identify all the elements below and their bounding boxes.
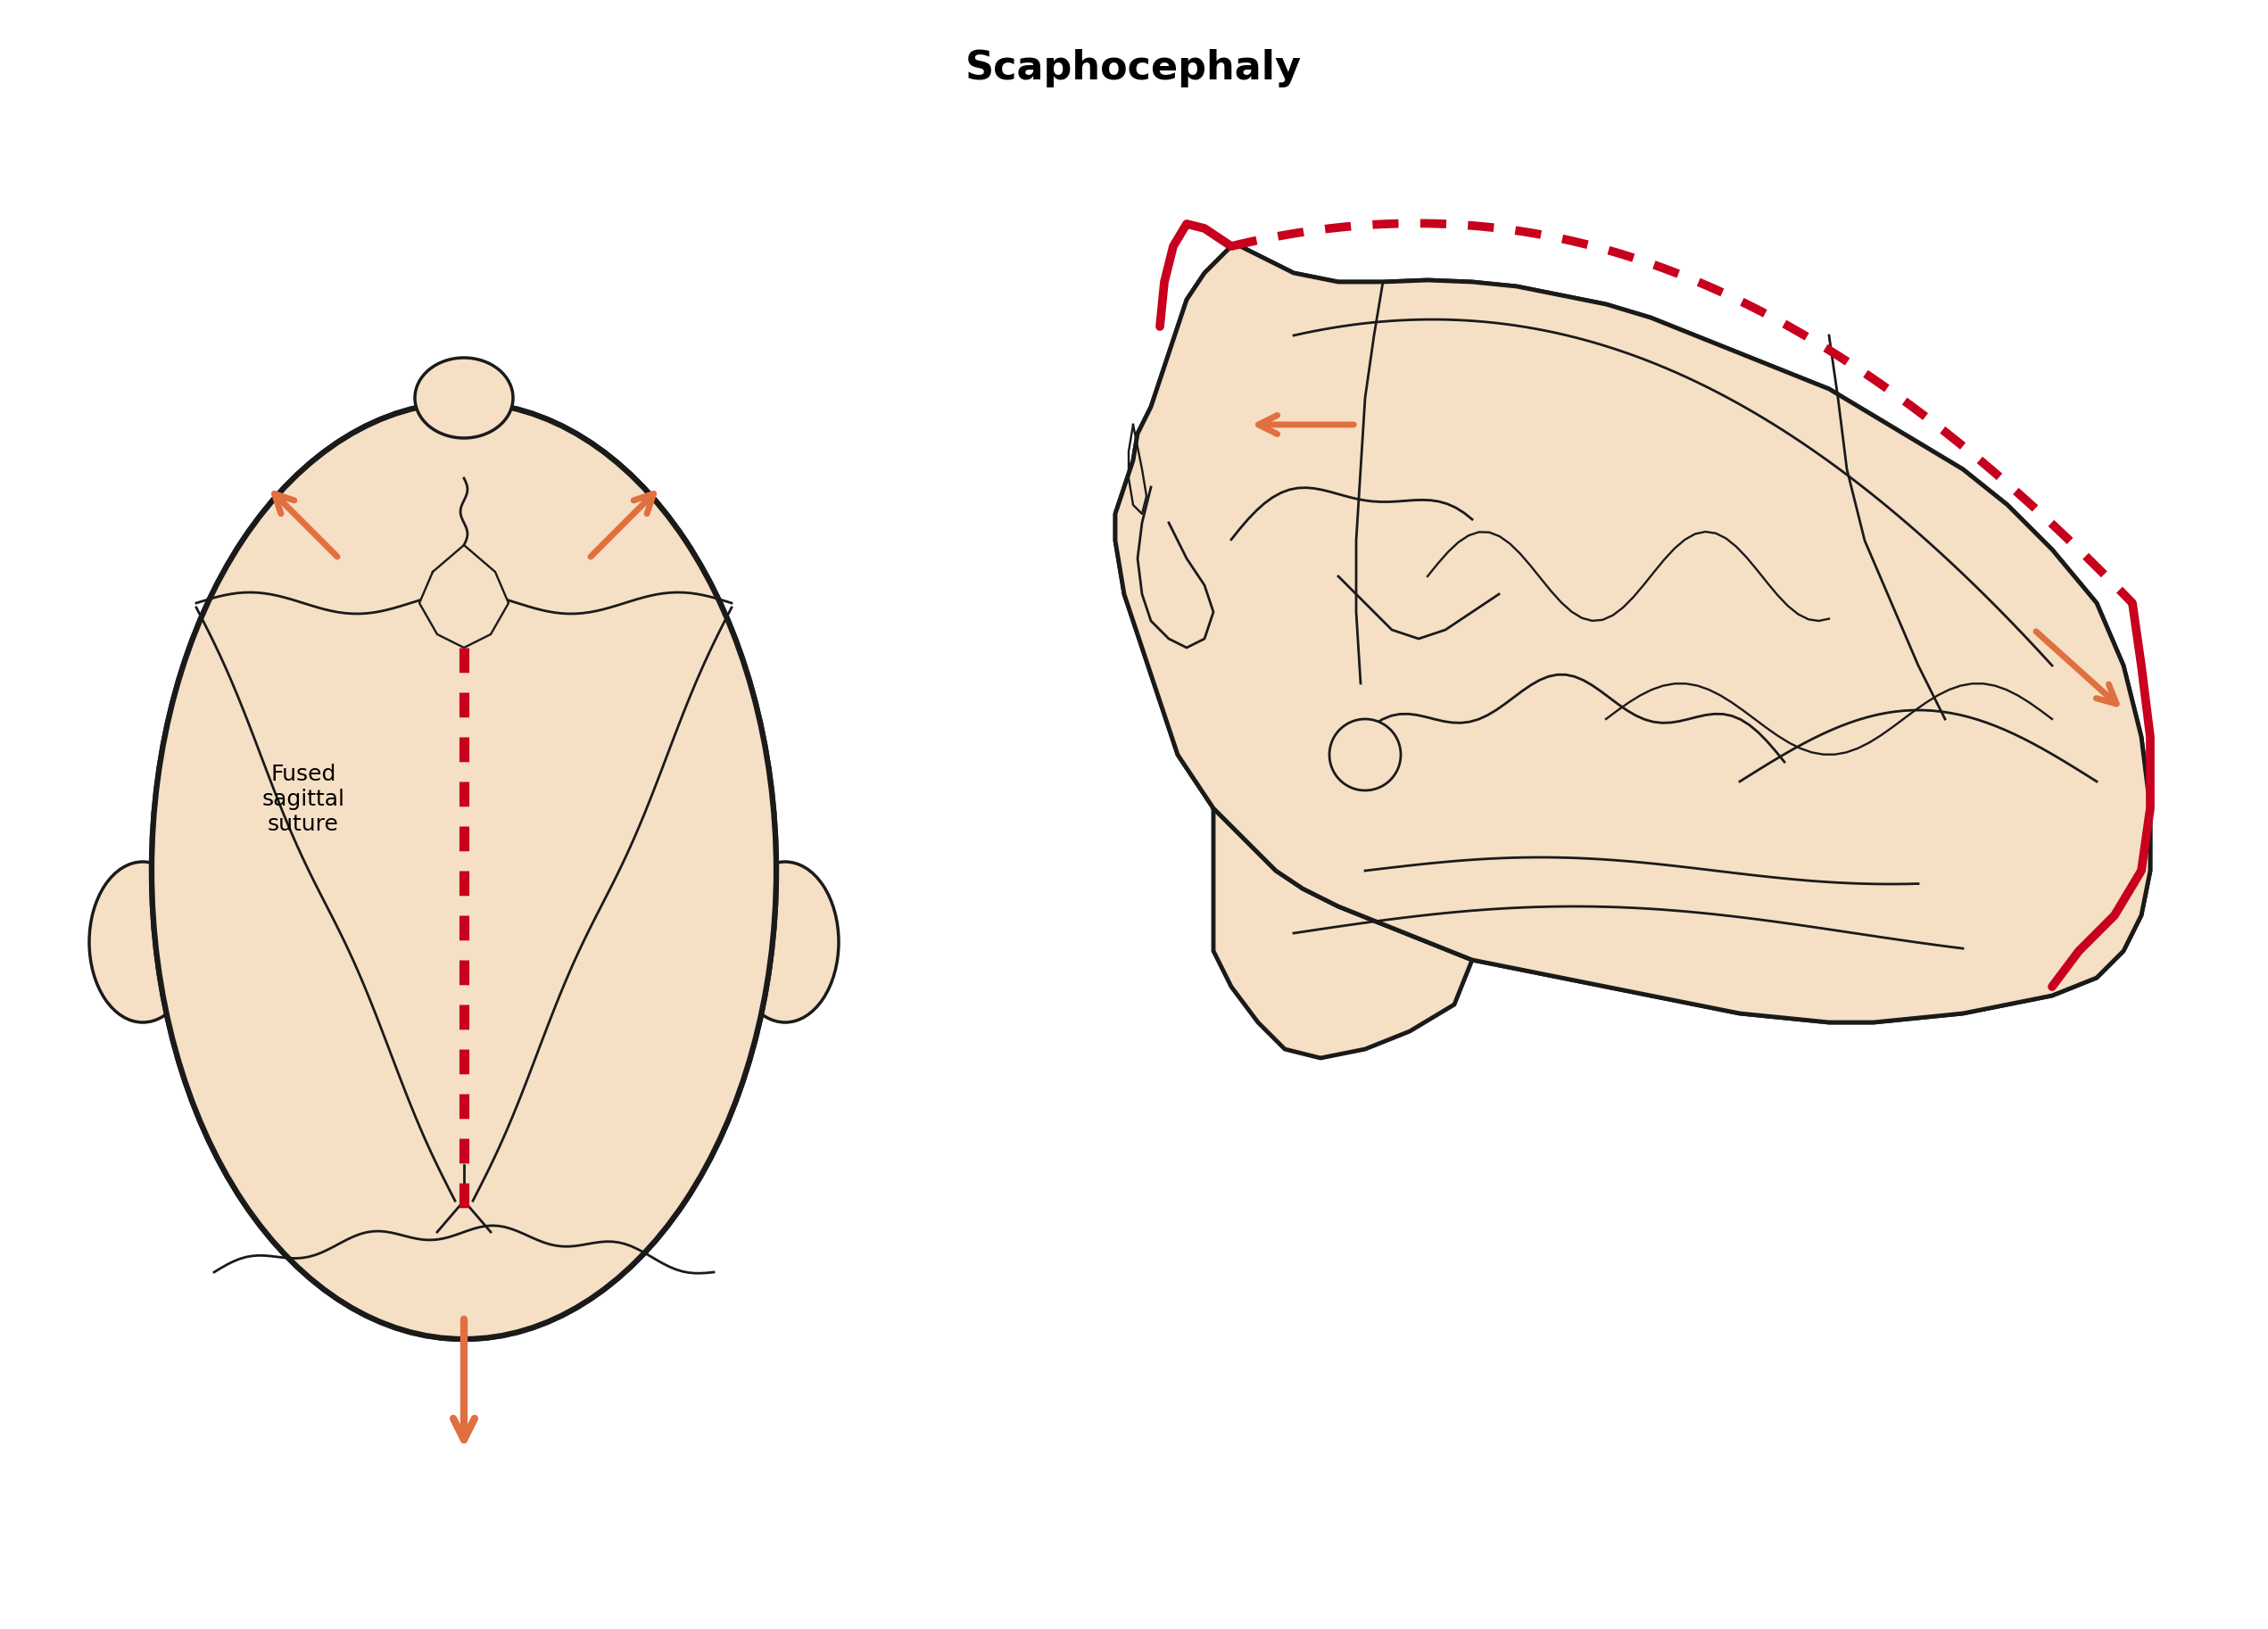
Ellipse shape: [733, 862, 839, 1023]
Ellipse shape: [415, 358, 513, 438]
Ellipse shape: [88, 862, 197, 1023]
Text: Fused
sagittal
suture: Fused sagittal suture: [261, 764, 345, 834]
Circle shape: [1329, 718, 1402, 790]
Polygon shape: [1116, 246, 2150, 1023]
Text: Scaphocephaly: Scaphocephaly: [964, 49, 1302, 86]
Polygon shape: [1213, 808, 1472, 1059]
Polygon shape: [1116, 246, 2150, 1023]
Ellipse shape: [152, 402, 776, 1339]
Polygon shape: [420, 546, 508, 648]
Ellipse shape: [152, 402, 776, 1339]
